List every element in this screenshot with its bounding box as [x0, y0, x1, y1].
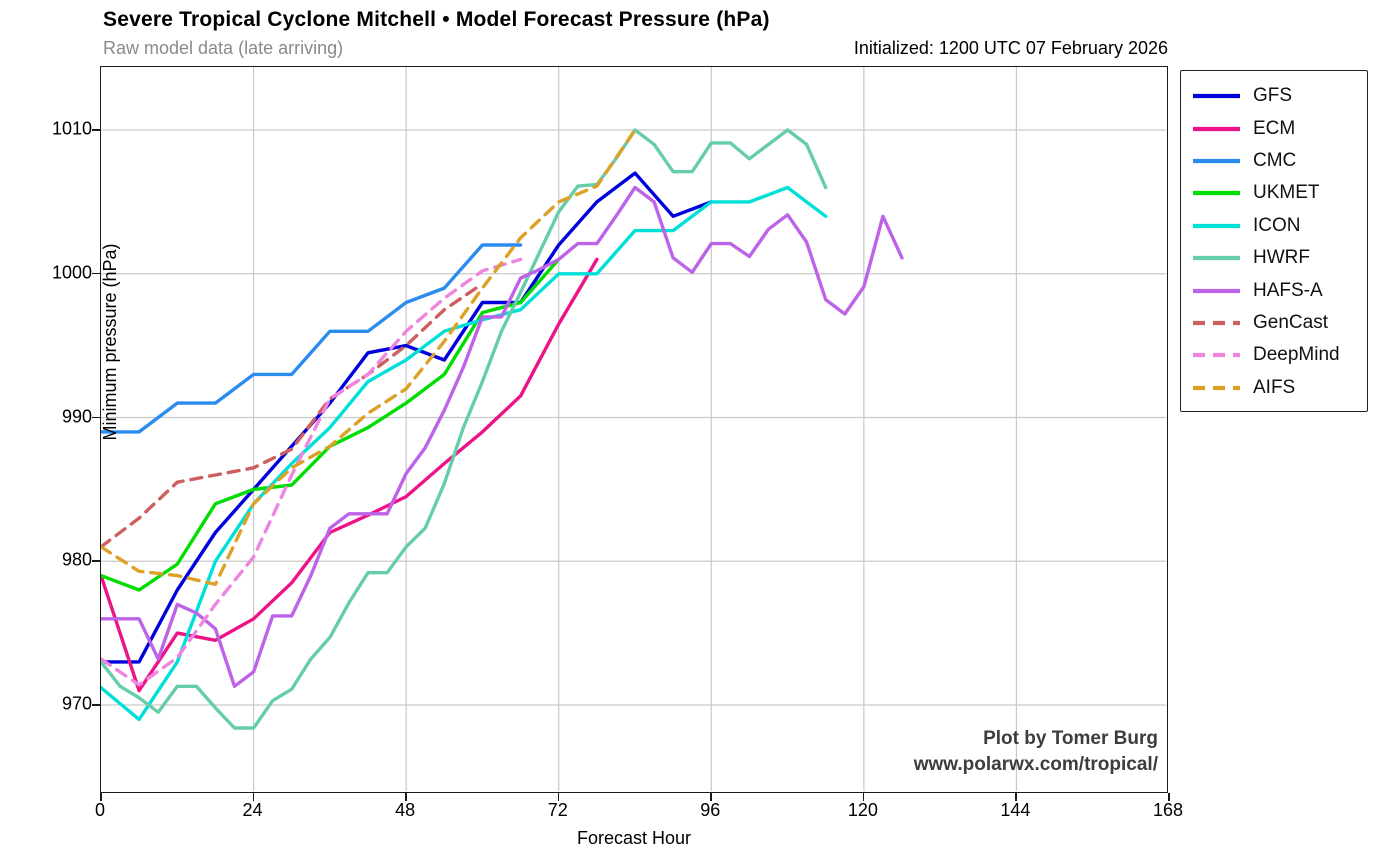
- y-tick-label-1000: 1000: [51, 262, 92, 283]
- x-tick-label-24: 24: [242, 800, 263, 820]
- x-tick-label-0: 0: [94, 800, 106, 820]
- series-line-ECM: [101, 257, 599, 693]
- legend-swatch-GFS-icon: [1193, 94, 1240, 99]
- series-line-GFS: [101, 171, 713, 664]
- x-tick-label-96: 96: [700, 800, 721, 820]
- y-axis-label: Minimum pressure (hPa): [100, 243, 121, 441]
- watermark: Plot by Tomer Burg www.polarwx.com/tropi…: [914, 726, 1158, 778]
- x-tick-label-120: 120: [847, 800, 878, 820]
- series-line-ICON: [101, 185, 828, 722]
- legend-item-GFS: GFS: [1181, 80, 1367, 112]
- y-tick-label-1010: 1010: [51, 118, 92, 139]
- legend-label: UKMET: [1253, 182, 1320, 204]
- legend-swatch-ECM-icon: [1193, 126, 1240, 131]
- x-tick-mark-96: [710, 793, 712, 801]
- x-tick-label-48: 48: [395, 800, 416, 820]
- legend-label: AIFS: [1253, 376, 1296, 398]
- plot-canvas: [101, 67, 1166, 791]
- series-line-AIFS: [101, 128, 637, 586]
- series-line-HWRF: [101, 128, 828, 730]
- legend-label: HAFS-A: [1253, 279, 1323, 301]
- legend-swatch-UKMET-icon: [1193, 191, 1240, 196]
- series-line-HAFS-A: [101, 185, 904, 688]
- legend-item-HAFS-A: HAFS-A: [1181, 274, 1367, 306]
- legend-item-ICON: ICON: [1181, 210, 1367, 242]
- legend-swatch-HWRF-icon: [1193, 256, 1240, 261]
- legend-item-HWRF: HWRF: [1181, 242, 1367, 274]
- legend: GFS ECM CMC UKMET ICON HWRF HAFS-A GenCast DeepM…: [1180, 70, 1368, 412]
- legend-label: GenCast: [1253, 311, 1328, 333]
- y-tick-mark-970: [92, 704, 100, 706]
- legend-item-ECM: ECM: [1181, 112, 1367, 144]
- x-tick-mark-48: [405, 793, 407, 801]
- plot-area: [100, 66, 1168, 793]
- x-tick-mark-144: [1015, 793, 1018, 801]
- x-tick-mark-168: [1168, 793, 1170, 801]
- legend-swatch-CMC-icon: [1193, 158, 1240, 164]
- legend-swatch-HAFS-A-icon: [1193, 288, 1240, 293]
- y-tick-label-980: 980: [61, 549, 92, 570]
- legend-swatch-GenCast-icon: [1193, 320, 1240, 326]
- y-tick-mark-1000: [92, 272, 100, 275]
- legend-item-AIFS: AIFS: [1181, 372, 1367, 404]
- x-tick-mark-0: [100, 793, 102, 801]
- legend-swatch-AIFS-icon: [1193, 385, 1240, 390]
- y-tick-label-990: 990: [61, 406, 92, 426]
- x-tick-mark-120: [862, 793, 865, 801]
- legend-swatch-DeepMind-icon: [1193, 353, 1240, 358]
- y-tick-mark-980: [92, 560, 100, 562]
- legend-item-CMC: CMC: [1181, 145, 1367, 177]
- series-line-DeepMind: [101, 257, 523, 687]
- legend-swatch-ICON-icon: [1193, 223, 1240, 228]
- legend-item-GenCast: GenCast: [1181, 307, 1367, 339]
- legend-item-UKMET: UKMET: [1181, 177, 1367, 209]
- x-tick-label-72: 72: [547, 800, 568, 820]
- y-tick-mark-1010: [92, 129, 100, 131]
- x-tick-label-144: 144: [1000, 800, 1031, 820]
- legend-item-DeepMind: DeepMind: [1181, 339, 1367, 371]
- chart-title: Severe Tropical Cyclone Mitchell • Model…: [103, 8, 770, 31]
- watermark-url: www.polarwx.com/tropical/: [913, 754, 1158, 775]
- legend-label: DeepMind: [1253, 344, 1340, 366]
- series-line-CMC: [101, 243, 523, 434]
- chart-subtitle: Raw model data (late arriving): [103, 38, 344, 58]
- legend-label: HWRF: [1253, 247, 1310, 269]
- x-axis-label: Forecast Hour: [576, 828, 692, 848]
- y-tick-mark-990: [92, 416, 100, 419]
- y-tick-label-970: 970: [61, 693, 92, 714]
- legend-label: GFS: [1253, 85, 1293, 107]
- watermark-credit: Plot by Tomer Burg: [983, 728, 1158, 749]
- x-tick-mark-72: [557, 793, 560, 801]
- series-line-GenCast: [101, 282, 485, 549]
- legend-label: CMC: [1253, 149, 1297, 171]
- legend-label: ICON: [1253, 214, 1301, 236]
- x-tick-label-168: 168: [1152, 800, 1184, 820]
- init-time-label: Initialized: 1200 UTC 07 February 2026: [853, 38, 1168, 58]
- x-tick-mark-24: [252, 793, 255, 801]
- legend-label: ECM: [1253, 117, 1296, 139]
